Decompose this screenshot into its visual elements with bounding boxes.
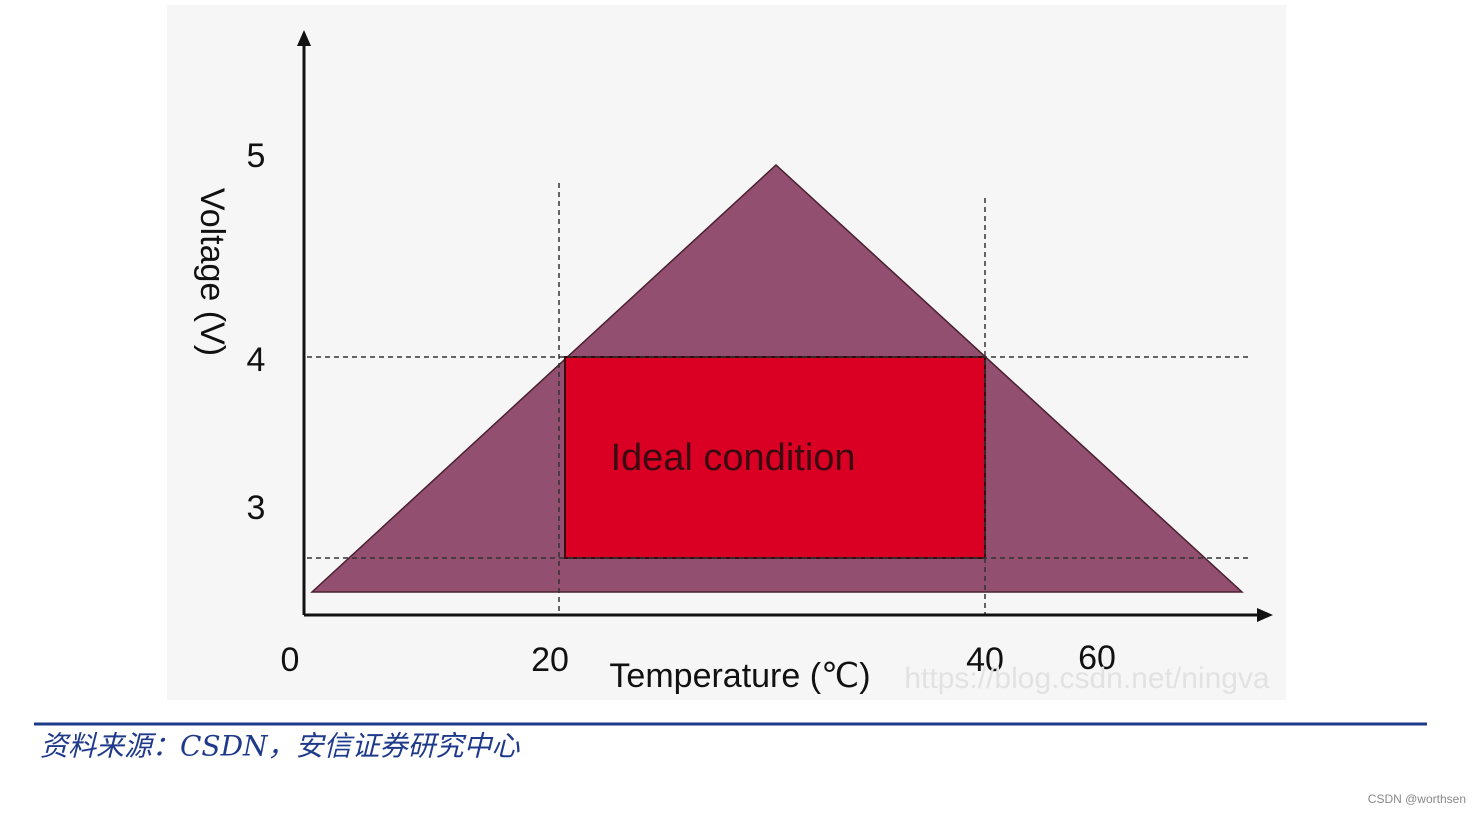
y-tick-label: 4: [247, 341, 266, 379]
x-tick-label: 40: [966, 641, 1004, 679]
x-tick-label: 20: [531, 641, 569, 679]
x-axis-arrow: [1257, 608, 1273, 622]
credit: CSDN @worthsen: [1368, 792, 1466, 806]
y-tick-label: 3: [247, 489, 266, 527]
y-axis-arrow: [297, 30, 311, 46]
x-tick-label: 0: [281, 641, 300, 679]
region-label: Ideal condition: [610, 437, 855, 479]
y-tick-label: 5: [247, 137, 266, 175]
x-tick-label: 60: [1078, 639, 1116, 677]
watermark: https://blog.csdn.net/ningva: [904, 662, 1270, 695]
y-axis-label: Voltage (V): [193, 188, 231, 356]
ideal-region: [564, 356, 986, 559]
source-note: 资料来源：CSDN，安信证券研究中心: [40, 730, 521, 763]
x-axis-label: Temperature (℃): [609, 657, 870, 695]
